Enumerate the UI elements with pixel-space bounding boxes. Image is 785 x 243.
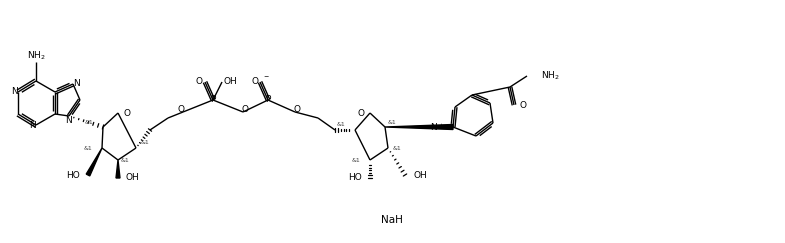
Text: $^{-}$: $^{-}$ [263, 72, 269, 81]
Text: O: O [520, 101, 527, 110]
Text: P: P [210, 95, 216, 104]
Text: O: O [242, 104, 249, 113]
Text: N: N [29, 121, 36, 130]
Text: N$^+$: N$^+$ [430, 121, 445, 133]
Text: O: O [251, 78, 258, 87]
Text: O: O [294, 104, 301, 113]
Text: O: O [177, 104, 184, 113]
Text: P: P [265, 95, 271, 104]
Text: &1: &1 [352, 157, 361, 163]
Text: OH: OH [413, 171, 427, 180]
Text: &1: &1 [121, 157, 130, 163]
Polygon shape [86, 148, 102, 176]
Text: O: O [358, 109, 365, 118]
Text: &1: &1 [393, 146, 402, 150]
Text: &1: &1 [337, 122, 345, 128]
Text: &1: &1 [141, 140, 150, 146]
Text: NH$_2$: NH$_2$ [27, 50, 46, 62]
Text: OH: OH [224, 78, 238, 87]
Text: N: N [11, 87, 18, 96]
Text: O: O [123, 109, 130, 118]
Text: N: N [73, 79, 80, 88]
Text: NH$_2$: NH$_2$ [541, 70, 560, 82]
Text: HO: HO [66, 171, 80, 180]
Text: OH: OH [126, 174, 140, 182]
Text: N: N [66, 116, 72, 125]
Text: O: O [195, 78, 202, 87]
Text: NaH: NaH [381, 215, 403, 225]
Text: &1: &1 [84, 146, 93, 150]
Text: &1: &1 [388, 120, 396, 124]
Polygon shape [116, 160, 120, 178]
Text: &1: &1 [85, 120, 93, 124]
Polygon shape [385, 124, 453, 130]
Text: HO: HO [349, 174, 362, 182]
